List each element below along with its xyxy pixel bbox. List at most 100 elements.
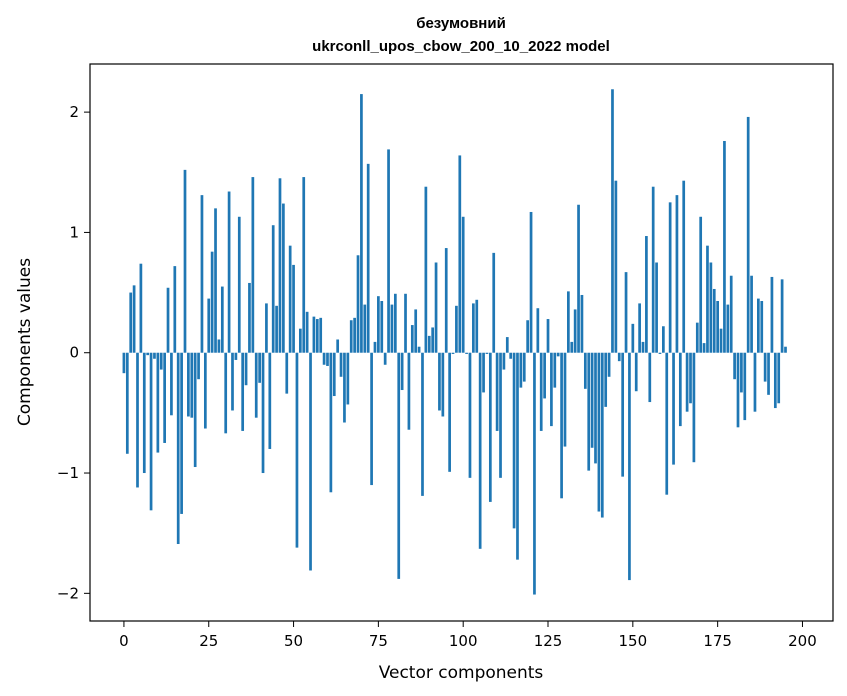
bar-component-12 bbox=[163, 352, 166, 443]
bar-component-148 bbox=[624, 272, 628, 353]
bar-component-81 bbox=[397, 352, 401, 579]
bar-component-5 bbox=[139, 263, 143, 353]
bar-component-118 bbox=[522, 352, 526, 382]
bar-component-138 bbox=[590, 352, 594, 448]
bar-component-150 bbox=[631, 323, 635, 353]
x-axis-label: Vector components bbox=[379, 663, 544, 683]
bar-component-96 bbox=[448, 352, 451, 472]
bar-component-2 bbox=[129, 292, 133, 353]
bar-component-140 bbox=[597, 352, 601, 512]
bar-component-154 bbox=[645, 236, 648, 353]
bar-component-87 bbox=[417, 346, 421, 353]
bar-component-41 bbox=[261, 352, 265, 474]
bar-component-45 bbox=[275, 305, 278, 353]
bar-component-187 bbox=[757, 298, 760, 353]
bar-component-15 bbox=[173, 266, 177, 353]
bar-component-86 bbox=[414, 309, 418, 353]
bar-component-58 bbox=[319, 317, 323, 353]
bar-component-117 bbox=[519, 352, 523, 388]
bar-component-102 bbox=[468, 352, 472, 478]
bar-component-75 bbox=[377, 296, 380, 353]
bar-component-106 bbox=[482, 352, 485, 393]
bar-component-55 bbox=[309, 352, 312, 571]
bar-component-65 bbox=[343, 352, 346, 423]
bar-component-3 bbox=[132, 285, 136, 353]
bar-component-28 bbox=[217, 339, 221, 353]
x-tick-label: 125 bbox=[534, 632, 563, 650]
bar-component-73 bbox=[370, 352, 373, 486]
bar-component-93 bbox=[438, 352, 441, 411]
bar-component-168 bbox=[692, 352, 696, 463]
bar-component-169 bbox=[695, 322, 699, 353]
y-tick-label: −1 bbox=[57, 464, 79, 482]
bar-component-172 bbox=[706, 245, 709, 353]
bar-component-69 bbox=[356, 255, 360, 353]
y-tick-label: −2 bbox=[57, 584, 79, 602]
bar-component-133 bbox=[573, 309, 577, 353]
bar-component-116 bbox=[516, 352, 519, 560]
bar-component-32 bbox=[231, 352, 234, 411]
bar-component-136 bbox=[583, 352, 587, 389]
bar-component-66 bbox=[346, 352, 350, 405]
bar-component-68 bbox=[353, 317, 356, 353]
chart-title-line2: ukrconll_upos_cbow_200_10_2022 model bbox=[312, 38, 610, 55]
bar-component-26 bbox=[210, 251, 214, 353]
bar-component-44 bbox=[271, 225, 275, 353]
bar-component-124 bbox=[543, 352, 546, 399]
bar-component-92 bbox=[434, 262, 438, 353]
bar-component-70 bbox=[360, 94, 363, 353]
bar-component-29 bbox=[220, 286, 224, 353]
bar-component-1 bbox=[125, 352, 129, 454]
bar-component-190 bbox=[767, 352, 770, 395]
bar-component-64 bbox=[339, 352, 343, 377]
bar-component-149 bbox=[628, 352, 631, 581]
bar-component-137 bbox=[587, 352, 591, 471]
x-tick-label: 175 bbox=[703, 632, 732, 650]
bar-component-164 bbox=[678, 352, 682, 427]
bar-component-155 bbox=[648, 352, 652, 403]
bar-component-162 bbox=[672, 352, 675, 465]
bar-component-13 bbox=[166, 287, 170, 353]
bar-component-14 bbox=[170, 352, 173, 416]
bar-component-35 bbox=[241, 352, 245, 431]
bar-component-21 bbox=[193, 352, 197, 468]
bar-component-76 bbox=[380, 301, 384, 353]
bar-component-53 bbox=[302, 177, 306, 353]
bar-component-79 bbox=[390, 304, 394, 353]
x-axis-ticks: 0 25 50 75 100 125 150 175 200 bbox=[119, 621, 817, 650]
bar-component-49 bbox=[288, 245, 292, 353]
bar-component-38 bbox=[251, 177, 255, 353]
bar-component-57 bbox=[315, 319, 319, 353]
bar-component-186 bbox=[753, 352, 757, 412]
bar-component-51 bbox=[295, 352, 299, 548]
bar-component-8 bbox=[149, 352, 153, 511]
bar-component-56 bbox=[312, 316, 316, 353]
bar-component-188 bbox=[760, 301, 764, 353]
bar-component-16 bbox=[176, 352, 180, 545]
bar-component-153 bbox=[641, 341, 645, 353]
bar-component-184 bbox=[746, 116, 750, 353]
bar-component-122 bbox=[536, 308, 540, 353]
x-tick-label: 150 bbox=[619, 632, 648, 650]
bar-component-125 bbox=[546, 319, 550, 353]
bars-group bbox=[122, 89, 787, 595]
bar-component-20 bbox=[190, 352, 194, 418]
bar-component-121 bbox=[533, 352, 536, 595]
bar-component-80 bbox=[393, 293, 397, 353]
bar-component-165 bbox=[682, 180, 686, 353]
bar-component-185 bbox=[750, 275, 753, 353]
bar-component-129 bbox=[560, 352, 563, 499]
bar-component-166 bbox=[685, 352, 689, 412]
bar-component-191 bbox=[770, 276, 774, 353]
bar-component-43 bbox=[268, 352, 272, 449]
bar-component-113 bbox=[505, 337, 509, 353]
bar-component-19 bbox=[187, 352, 190, 417]
bar-component-62 bbox=[332, 352, 336, 397]
bar-component-47 bbox=[282, 203, 285, 353]
bar-component-142 bbox=[604, 352, 608, 407]
bar-component-134 bbox=[577, 204, 580, 353]
bar-component-22 bbox=[197, 352, 200, 380]
bar-component-180 bbox=[733, 352, 736, 380]
bar-component-144 bbox=[611, 89, 614, 353]
bar-component-17 bbox=[180, 352, 183, 514]
